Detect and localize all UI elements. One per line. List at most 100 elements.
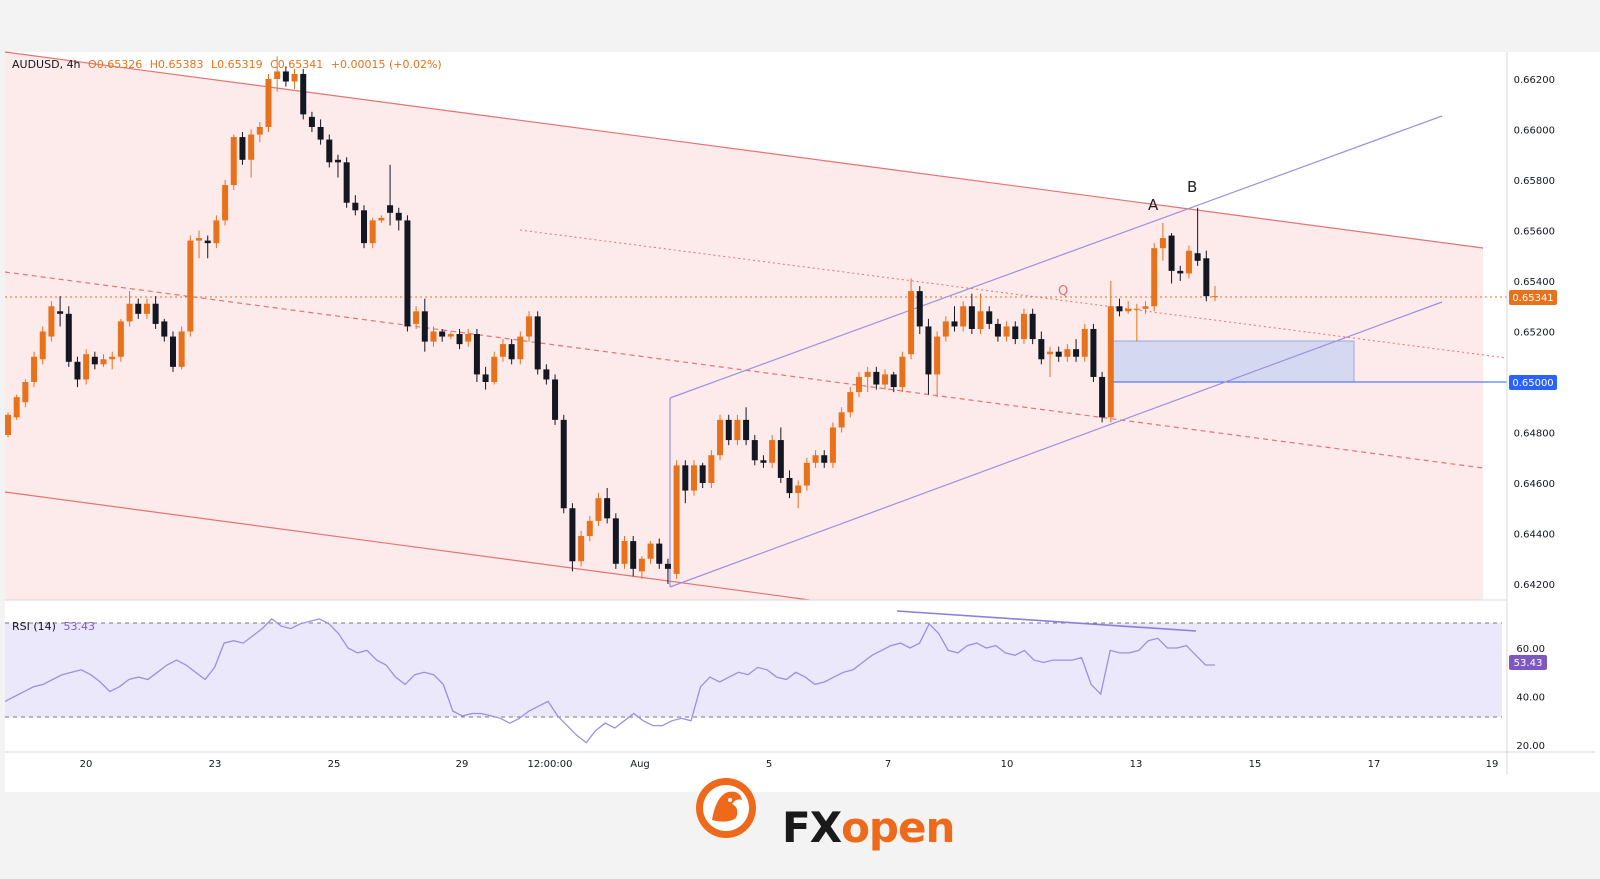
candle-body <box>916 291 923 327</box>
candle-body <box>777 440 784 478</box>
candle-body <box>361 210 368 244</box>
candle-body <box>560 419 567 509</box>
candle-body <box>925 326 932 375</box>
candle-body <box>604 498 611 519</box>
candle-body <box>864 371 871 377</box>
candle-body <box>465 334 472 342</box>
candle-body <box>1055 351 1062 357</box>
candle-body <box>890 374 897 388</box>
price-tick-label: 0.64200 <box>1514 580 1555 591</box>
time-tick-label: 13 <box>1130 759 1143 770</box>
candle-body <box>65 313 72 362</box>
time-tick-label: 25 <box>328 759 341 770</box>
candle-body <box>352 202 359 211</box>
candle-body <box>725 419 732 441</box>
candle-body <box>638 558 645 572</box>
time-tick-label: 23 <box>209 759 222 770</box>
time-tick-label: 19 <box>1486 759 1499 770</box>
candle-body <box>204 240 211 244</box>
candle-body <box>838 412 845 428</box>
last-price-tag <box>1509 290 1557 305</box>
rsi-tick-label: 60.00 <box>1516 644 1545 655</box>
candle-body <box>1020 313 1027 340</box>
candle-body <box>526 316 533 337</box>
rsi-label: RSI (14) <box>12 620 56 633</box>
candle-body <box>5 414 11 436</box>
candle-body <box>369 220 376 244</box>
fxopen-logo-text: FXopen <box>782 803 955 852</box>
candle-body <box>430 331 437 342</box>
channel-median-line <box>4 271 1484 469</box>
candle-body <box>873 371 880 385</box>
candle-body <box>57 311 64 314</box>
time-tick-label: 7 <box>885 759 891 770</box>
candle-body <box>1125 308 1132 312</box>
price-tick-label: 0.64800 <box>1514 429 1555 440</box>
price-tick-label: 0.65400 <box>1514 277 1555 288</box>
candle-body <box>994 323 1001 337</box>
symbol-name: AUDUSD <box>12 58 60 71</box>
candle-body <box>1081 328 1088 357</box>
candle-body <box>143 303 150 314</box>
candle-body <box>743 419 750 441</box>
candle-body <box>1064 349 1071 357</box>
candle-body <box>22 382 29 403</box>
candle-body <box>1151 248 1158 307</box>
ohlc-open: O0.65326 <box>88 58 143 71</box>
candle-body <box>769 440 776 463</box>
time-tick-label: 29 <box>456 759 469 770</box>
candle-body <box>265 79 272 127</box>
candle-body <box>1133 308 1140 310</box>
candle-body <box>612 518 619 564</box>
candle-body <box>882 374 889 385</box>
candle-body <box>786 477 793 494</box>
rsi-tick-label: 20.00 <box>1516 741 1545 752</box>
fork-upper-line <box>669 115 1443 399</box>
candle-body <box>326 139 333 163</box>
candle-body <box>664 563 671 569</box>
annotation-b: B <box>1187 178 1197 196</box>
annotation-a: A <box>1148 196 1159 214</box>
time-tick-label: 5 <box>766 759 772 770</box>
candle-body <box>552 379 559 420</box>
candles-layer <box>5 56 1218 584</box>
candle-body <box>1159 238 1166 249</box>
candle-body <box>222 185 229 221</box>
candle-body <box>39 331 46 360</box>
candle-body <box>795 485 802 494</box>
candle-body <box>100 359 107 365</box>
candle-body <box>708 455 715 483</box>
rsi-header: RSI (14) 53.43 <box>12 620 95 633</box>
candle-body <box>300 73 307 115</box>
candle-body <box>803 462 810 486</box>
time-tick-label: 20 <box>80 759 93 770</box>
candle-body <box>578 536 585 562</box>
candle-body <box>1185 250 1192 274</box>
candle-body <box>1047 351 1054 355</box>
candle-body <box>1003 326 1010 337</box>
candle-body <box>717 419 724 456</box>
channel-quarter-line <box>519 229 1508 359</box>
candle-body <box>83 354 90 380</box>
candle-body <box>395 212 402 221</box>
candle-body <box>378 217 385 221</box>
price-tick-label: 0.66200 <box>1514 75 1555 86</box>
candle-body <box>308 116 315 127</box>
candle-body <box>968 306 975 329</box>
candle-body <box>847 392 854 413</box>
candle-body <box>256 126 263 135</box>
candle-body <box>482 374 489 382</box>
candle-body <box>682 465 689 491</box>
candle-body <box>899 356 906 388</box>
ohlc-low: L0.65319 <box>210 58 263 71</box>
level-tag-text: 0.65000 <box>1512 378 1553 389</box>
candle-body <box>621 541 628 564</box>
candle-body <box>421 311 428 342</box>
candle-body <box>1073 349 1080 357</box>
candle-body <box>491 356 498 382</box>
candle-body <box>829 427 836 463</box>
candle-body <box>169 336 176 367</box>
candle-body <box>152 303 159 324</box>
candle-body <box>456 334 463 345</box>
ohlc-close: C0.65341 <box>270 58 324 71</box>
